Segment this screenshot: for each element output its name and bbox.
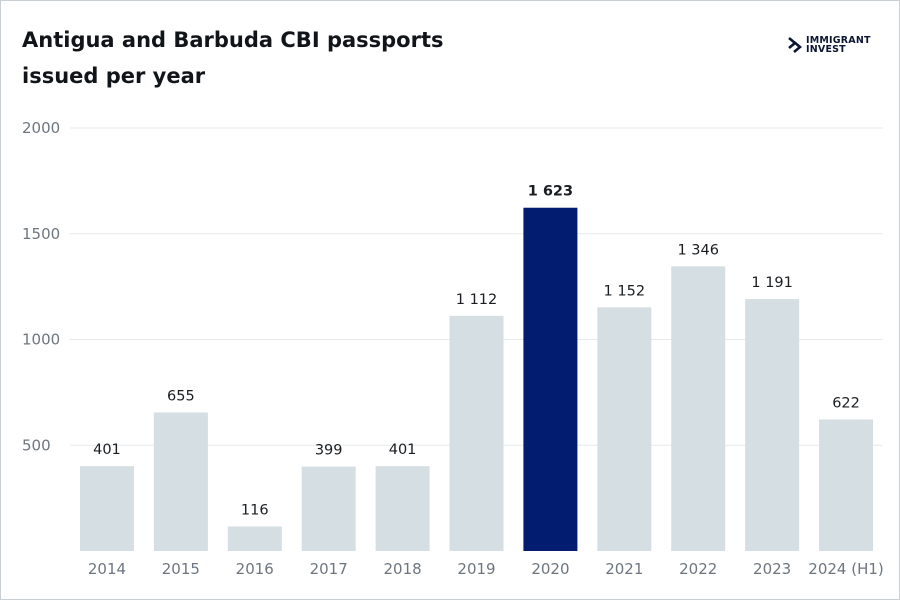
bar <box>301 466 356 551</box>
bar <box>449 315 504 551</box>
y-tick-label: 500 <box>22 436 51 454</box>
x-tick-label: 2023 <box>753 560 791 578</box>
x-tick-label: 2017 <box>310 560 348 578</box>
x-tick-label: 2016 <box>236 560 274 578</box>
x-tick-label: 2019 <box>457 560 495 578</box>
brand-logo: IMMIGRANT INVEST <box>788 35 871 55</box>
x-tick-label: 2021 <box>605 560 643 578</box>
x-tick-label: 2024 (H1) <box>808 560 883 578</box>
bar <box>819 419 874 551</box>
bar-highlight <box>523 207 578 551</box>
bar <box>745 299 800 551</box>
chart-title: Antigua and Barbuda CBI passports issued… <box>22 22 542 94</box>
bar <box>227 526 282 551</box>
x-tick-label: 2022 <box>679 560 717 578</box>
bar <box>153 412 208 551</box>
data-label: 401 <box>93 442 121 458</box>
y-tick-label: 1000 <box>22 331 60 349</box>
logo-line-1: IMMIGRANT <box>806 35 871 46</box>
data-label: 1 346 <box>677 242 719 258</box>
x-tick-label: 2014 <box>88 560 126 578</box>
title-line-2: issued per year <box>22 64 206 88</box>
x-tick-label: 2018 <box>383 560 421 578</box>
y-tick-label: 1500 <box>22 225 60 243</box>
title-line-1: Antigua and Barbuda CBI passports <box>22 28 444 52</box>
x-tick-label: 2020 <box>531 560 569 578</box>
data-label: 1 191 <box>751 275 793 291</box>
data-label: 399 <box>315 443 343 459</box>
double-chevron-logo-icon <box>788 37 802 53</box>
bar <box>79 466 134 551</box>
data-label: 1 152 <box>604 283 646 299</box>
logo-text: IMMIGRANT INVEST <box>806 35 871 55</box>
x-tick-label: 2015 <box>162 560 200 578</box>
bar <box>597 307 652 551</box>
data-label: 622 <box>832 395 860 411</box>
y-tick-label: 2000 <box>22 119 60 137</box>
data-label: 1 623 <box>528 184 573 200</box>
data-label: 116 <box>241 502 269 518</box>
data-label: 655 <box>167 388 195 404</box>
bar <box>375 466 430 551</box>
bar <box>671 266 726 551</box>
data-label: 401 <box>389 442 417 458</box>
logo-line-2: INVEST <box>806 44 846 55</box>
data-label: 1 112 <box>456 292 498 308</box>
